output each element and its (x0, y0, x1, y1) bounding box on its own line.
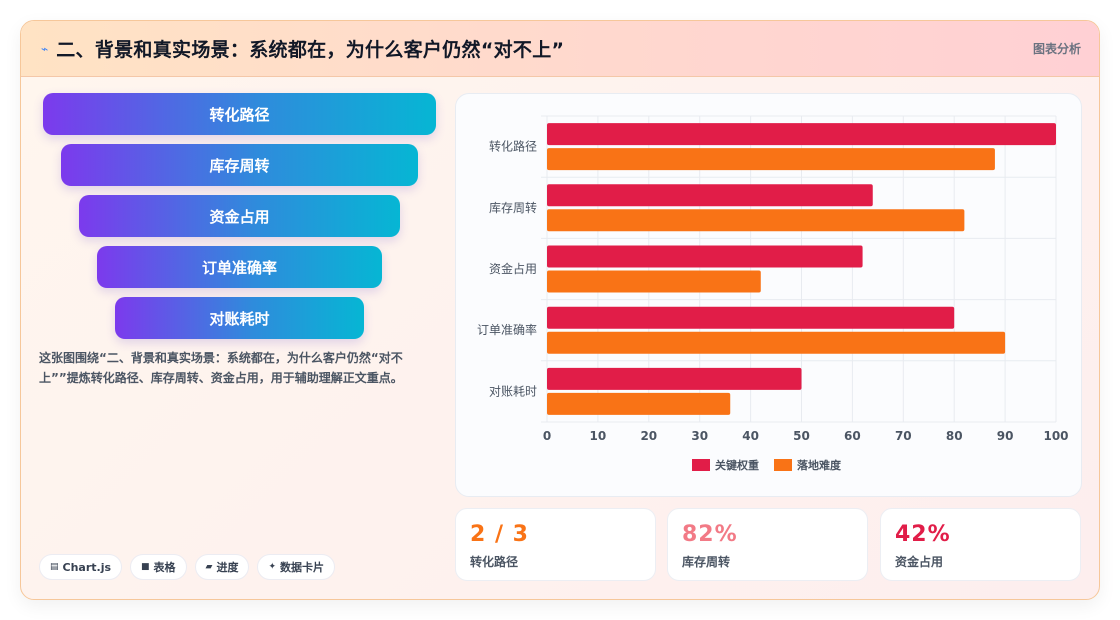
bar-weight (547, 184, 873, 207)
stat-label: 库存周转 (682, 555, 731, 569)
x-tick-label: 100 (1043, 429, 1068, 443)
funnel-caption: 这张图围绕“二、背景和真实场景：系统都在，为什么客户仍然“对不上””提炼转化路径… (39, 351, 403, 385)
y-tick-label: 转化路径 (489, 139, 537, 154)
legend-label: 落地难度 (797, 458, 842, 472)
funnel-step-1: 转化路径 (43, 93, 436, 135)
chip-progress[interactable]: ▰ 进度 (194, 554, 250, 580)
progress-icon: ▰ (205, 562, 213, 572)
chart-panel: 转化路径库存周转资金占用订单准确率对账耗时 0 10 20 30 40 50 60 70 80 90… (455, 93, 1082, 497)
x-tick-label: 20 (640, 429, 657, 443)
header-bar: ⌁ 二、背景和真实场景：系统都在，为什么客户仍然“对不上” 图表分析 (21, 21, 1099, 77)
x-tick-label: 0 (543, 429, 551, 443)
x-tick-label: 90 (997, 429, 1014, 443)
bar-weight (547, 245, 863, 268)
sparkle-icon: ✦ (268, 562, 277, 572)
x-tick-label: 10 (590, 429, 607, 443)
stat-value: 2 / 3 (470, 522, 529, 547)
section-tag: 图表分析 (1032, 42, 1081, 56)
legend-swatch (774, 459, 792, 471)
stat-label: 资金占用 (895, 555, 944, 569)
stat-card-3: 42% 资金占用 (880, 508, 1081, 581)
y-tick-label: 对账耗时 (489, 384, 537, 398)
chip-label: 表格 (153, 561, 176, 574)
x-tick-label: 30 (691, 429, 708, 443)
chip-chartjs[interactable]: ▤ Chart.js (39, 554, 123, 580)
funnel-step-4: 订单准确率 (97, 246, 382, 288)
bar-difficulty (547, 148, 995, 171)
main-card: ⌁ 二、背景和真实场景：系统都在，为什么客户仍然“对不上” 图表分析 转化路径 … (20, 20, 1100, 600)
table-icon: ■ (141, 562, 150, 572)
chart-icon: ▤ (50, 562, 59, 572)
funnel-step-3: 资金占用 (79, 195, 400, 237)
bar-difficulty (547, 392, 731, 415)
stat-card-2: 82% 库存周转 (667, 508, 868, 581)
x-tick-label: 70 (895, 429, 912, 443)
bar-difficulty (547, 270, 761, 293)
chip-label: Chart.js (62, 560, 112, 574)
chip-label: 数据卡片 (280, 561, 325, 574)
bar-difficulty (547, 209, 965, 232)
bar-weight (547, 306, 955, 329)
x-tick-label: 40 (742, 429, 759, 443)
funnel-step-2: 库存周转 (61, 144, 418, 186)
stat-label: 转化路径 (470, 555, 519, 569)
x-tick-label: 60 (844, 429, 861, 443)
y-tick-label: 订单准确率 (477, 322, 537, 337)
legend-swatch (692, 459, 710, 471)
bar-weight (547, 123, 1056, 146)
stat-value: 82% (682, 522, 738, 547)
bar-difficulty (547, 331, 1006, 354)
y-tick-label: 资金占用 (489, 261, 537, 276)
chip-label: 进度 (216, 561, 239, 574)
bolt-icon: ⌁ (41, 41, 49, 56)
y-tick-label: 库存周转 (489, 200, 537, 215)
stat-card-1: 2 / 3 转化路径 (455, 508, 656, 581)
bar-weight (547, 367, 802, 390)
chip-data-card[interactable]: ✦ 数据卡片 (257, 554, 336, 580)
x-tick-label: 50 (793, 429, 810, 443)
funnel-step-5: 对账耗时 (115, 297, 364, 339)
x-tick-label: 80 (946, 429, 963, 443)
stat-value: 42% (895, 522, 951, 547)
chip-table[interactable]: ■ 表格 (130, 554, 187, 580)
page-title: 二、背景和真实场景：系统都在，为什么客户仍然“对不上” (56, 39, 565, 61)
tech-chips: ▤ Chart.js ■ 表格 ▰ 进度 ✦ 数据卡片 (39, 554, 336, 580)
legend-label: 关键权重 (715, 458, 759, 472)
